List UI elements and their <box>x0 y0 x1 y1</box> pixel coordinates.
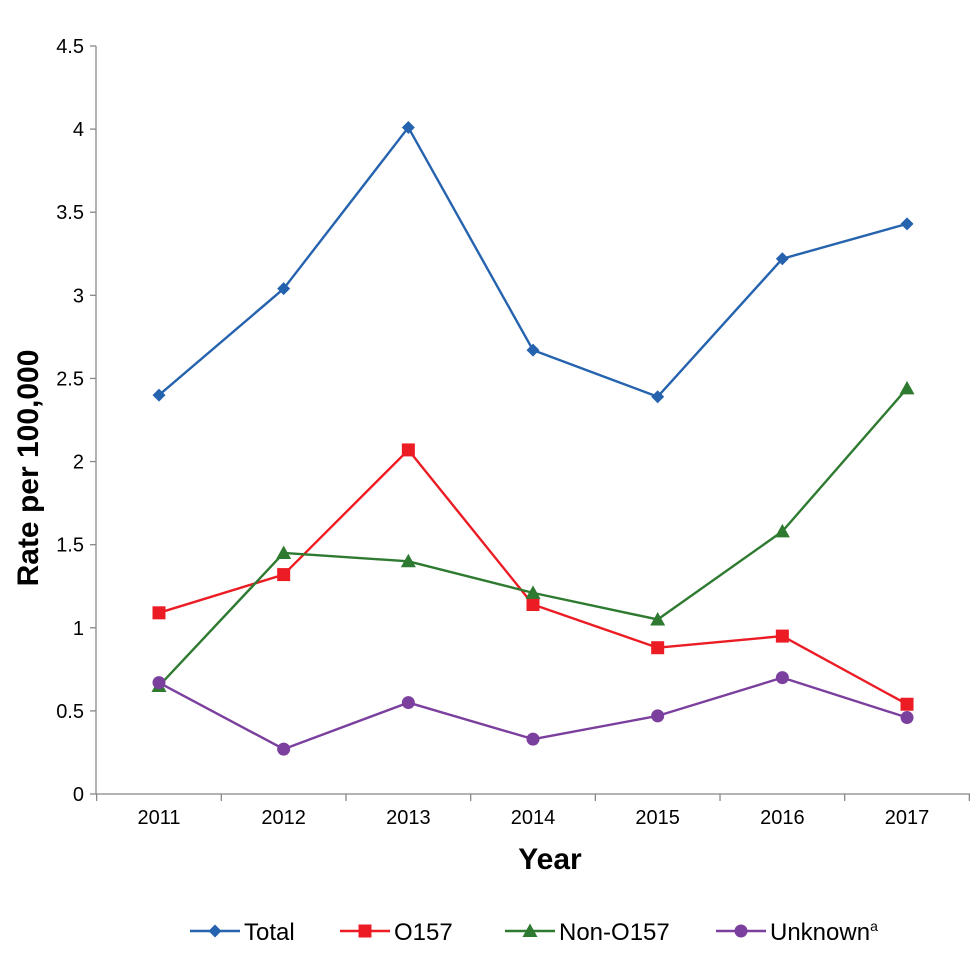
x-tick-label: 2013 <box>386 807 431 829</box>
data-point <box>277 282 291 296</box>
data-point <box>277 568 291 582</box>
series-o157 <box>152 443 914 711</box>
series-line <box>158 448 908 706</box>
data-point <box>401 443 415 457</box>
y-tick-label: 4.5 <box>56 36 84 58</box>
legend-label: Total <box>244 919 295 946</box>
data-point <box>276 545 292 559</box>
data-point <box>400 553 416 568</box>
series-line <box>158 387 908 687</box>
data-point <box>775 252 789 266</box>
x-tick-label: 2012 <box>261 807 306 829</box>
legend-marker <box>522 923 538 937</box>
data-point <box>526 343 540 357</box>
data-point <box>152 606 166 620</box>
data-point <box>900 217 914 231</box>
data-point <box>775 671 789 685</box>
legend-item: Non-O157 <box>505 919 670 946</box>
y-ticks: 0 0.5 1 1.5 2 2.5 3 3.5 4 4.5 <box>56 36 96 806</box>
data-point <box>401 120 415 134</box>
series-unknown <box>152 671 914 756</box>
legend-label: O157 <box>394 919 453 946</box>
x-tick-label: 2016 <box>760 807 805 829</box>
data-point <box>277 742 291 756</box>
y-axis-title: Rate per 100,000 <box>12 350 45 587</box>
x-tick-label: 2011 <box>137 807 180 829</box>
data-point <box>401 696 415 710</box>
legend: Total O157 Non-O157 Unknowna <box>190 918 878 946</box>
y-tick-label: 2.5 <box>56 368 84 390</box>
data-point <box>775 629 789 643</box>
data-point <box>899 380 915 395</box>
data-point <box>152 388 166 402</box>
y-tick-label: 3.5 <box>56 202 84 224</box>
legend-marker <box>734 924 748 938</box>
x-tick-label: 2015 <box>635 807 680 829</box>
x-tick-label: 2017 <box>885 807 930 829</box>
legend-item: Unknowna <box>716 918 878 946</box>
axes <box>95 46 970 795</box>
data-point <box>152 676 166 690</box>
data-point <box>525 585 541 599</box>
y-tick-label: 1.5 <box>56 535 84 557</box>
data-point <box>900 697 914 711</box>
y-tick-label: 2 <box>73 452 84 474</box>
legend-item: O157 <box>340 919 453 946</box>
data-point <box>774 523 790 538</box>
data-point <box>650 611 666 626</box>
y-tick-label: 4 <box>73 119 84 141</box>
legend-label: Unknowna <box>770 918 878 946</box>
data-point <box>651 390 665 404</box>
legend-label: Non-O157 <box>559 919 670 946</box>
data-point <box>526 732 540 746</box>
x-tick-label: 2014 <box>511 807 556 829</box>
x-ticks: 2011 2012 2013 2014 2015 2016 2017 <box>96 794 971 829</box>
y-tick-label: 1 <box>73 618 84 640</box>
y-tick-label: 3 <box>73 285 84 307</box>
series-layer <box>151 120 915 756</box>
y-tick-label: 0.5 <box>56 701 84 723</box>
legend-item: Total <box>190 919 295 946</box>
series-total <box>152 120 914 404</box>
x-axis-title: Year <box>518 843 582 876</box>
legend-marker <box>208 924 222 938</box>
data-point <box>900 711 914 725</box>
y-tick-label: 0 <box>73 784 84 806</box>
data-point <box>526 598 540 612</box>
legend-superscript: a <box>870 918 878 934</box>
data-point <box>651 641 665 655</box>
legend-marker <box>358 924 372 938</box>
data-point <box>651 709 665 723</box>
